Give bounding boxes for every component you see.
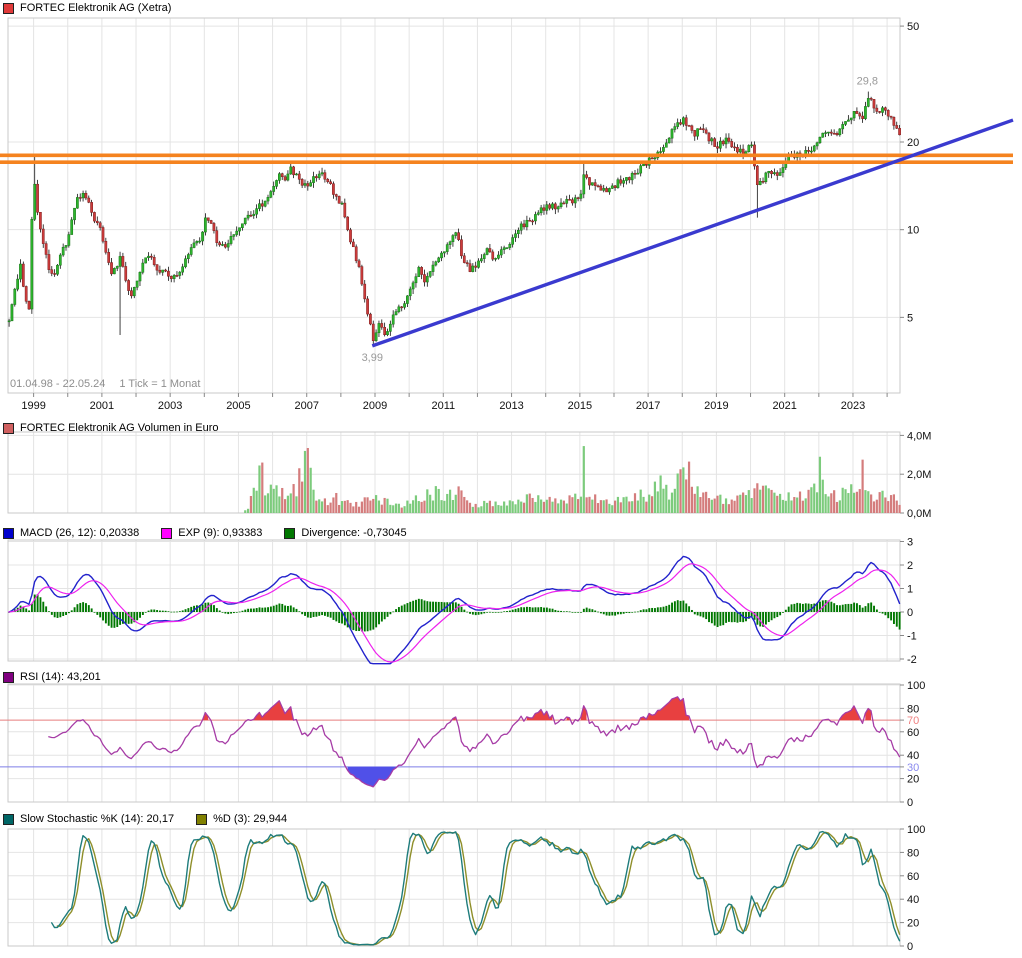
price-panel-legend: FORTEC Elektronik AG (Xetra)	[3, 2, 171, 14]
legend-item-rsi: RSI (14): 43,201	[3, 671, 101, 683]
svg-text:0,0M: 0,0M	[907, 508, 931, 520]
svg-text:20: 20	[907, 774, 919, 786]
svg-text:60: 60	[907, 727, 919, 739]
macd-panel-legend: MACD (26, 12): 0,20338 EXP (9): 0,93383 …	[3, 527, 407, 539]
svg-text:50: 50	[907, 21, 919, 33]
stoch-d-label: %D (3): 29,944	[213, 813, 288, 825]
macd-axis-labels: 3 2 1 0 -1 -2	[900, 537, 917, 666]
svg-text:60: 60	[907, 871, 919, 883]
svg-text:2013: 2013	[499, 400, 523, 412]
svg-text:0: 0	[907, 607, 913, 619]
svg-text:3,99: 3,99	[362, 352, 383, 364]
svg-text:80: 80	[907, 847, 919, 859]
legend-item-price: FORTEC Elektronik AG (Xetra)	[3, 2, 171, 14]
svg-text:2003: 2003	[158, 400, 182, 412]
period-label: 01.04.98 - 22.05.24	[10, 378, 106, 390]
svg-text:1999: 1999	[21, 400, 45, 412]
svg-text:2021: 2021	[772, 400, 796, 412]
legend-item-macd: MACD (26, 12): 0,20338	[3, 527, 139, 539]
macd-histogram	[8, 594, 901, 632]
chart-title: FORTEC Elektronik AG (Xetra)	[20, 2, 172, 14]
series-swatch-icon	[3, 671, 14, 683]
svg-text:2023: 2023	[841, 400, 865, 412]
macd-line	[8, 555, 901, 665]
legend-item-exp: EXP (9): 0,93383	[161, 527, 262, 539]
rsi-panel-legend: RSI (14): 43,201	[3, 671, 101, 683]
svg-text:2017: 2017	[636, 400, 660, 412]
svg-text:100: 100	[907, 824, 925, 836]
resistance-lines	[0, 153, 1013, 164]
svg-text:20: 20	[907, 918, 919, 930]
svg-text:2007: 2007	[294, 400, 318, 412]
volume-bars	[244, 446, 901, 513]
svg-text:2: 2	[907, 560, 913, 572]
legend-item-volume: FORTEC Elektronik AG Volumen in Euro	[3, 422, 219, 434]
rsi-panel-grid	[0, 683, 901, 803]
trendline	[371, 118, 1014, 348]
svg-text:4,0M: 4,0M	[907, 430, 931, 442]
svg-text:70: 70	[907, 715, 919, 727]
volume-panel-legend: FORTEC Elektronik AG Volumen in Euro	[3, 422, 219, 434]
candlestick-series	[7, 91, 901, 346]
svg-text:30: 30	[907, 762, 919, 774]
exp-label: EXP (9): 0,93383	[178, 527, 263, 539]
stochastic-panel-grid	[7, 828, 901, 947]
stochastic-axis-labels: 100 80 60 40 20 0	[900, 824, 925, 953]
rsi-oversold-fill	[347, 766, 396, 787]
legend-item-divergence: Divergence: -0,73045	[284, 527, 407, 539]
divergence-label: Divergence: -0,73045	[301, 527, 407, 539]
svg-text:29,8: 29,8	[857, 76, 878, 88]
svg-text:2019: 2019	[704, 400, 728, 412]
svg-text:2,0M: 2,0M	[907, 469, 931, 481]
svg-text:2011: 2011	[431, 400, 455, 412]
stochastic-d-line	[56, 831, 901, 946]
series-swatch-icon	[3, 527, 14, 539]
series-swatch-icon	[3, 422, 14, 434]
svg-text:2005: 2005	[226, 400, 250, 412]
svg-text:-1: -1	[907, 631, 917, 643]
volume-title: FORTEC Elektronik AG Volumen in Euro	[20, 422, 219, 434]
svg-text:40: 40	[907, 894, 919, 906]
svg-text:-2: -2	[907, 654, 917, 666]
x-axis-year-labels: 1999 2001 2003 2005 2007 2009 2011 2013 2015 2017…	[21, 400, 865, 412]
svg-text:40: 40	[907, 750, 919, 762]
svg-text:80: 80	[907, 703, 919, 715]
series-swatch-icon	[3, 813, 14, 825]
stochastic-panel-legend: Slow Stochastic %K (14): 20,17 %D (3): 2…	[3, 813, 287, 825]
series-swatch-icon	[196, 813, 208, 825]
svg-text:0: 0	[907, 797, 913, 809]
svg-text:1: 1	[907, 584, 913, 596]
stochastic-k-line	[51, 830, 901, 946]
svg-text:5: 5	[907, 312, 913, 324]
series-swatch-icon	[161, 527, 173, 539]
macd-signal-line	[8, 563, 901, 663]
rsi-line	[48, 696, 901, 788]
svg-text:3: 3	[907, 537, 913, 549]
legend-item-stoch-k: Slow Stochastic %K (14): 20,17	[3, 813, 174, 825]
price-annotations: 29,8 3,99	[362, 76, 878, 364]
svg-text:0: 0	[907, 941, 913, 953]
svg-text:2009: 2009	[363, 400, 387, 412]
rsi-label: RSI (14): 43,201	[20, 671, 101, 683]
tick-note-label: 1 Tick = 1 Monat	[119, 378, 201, 390]
legend-item-stoch-d: %D (3): 29,944	[196, 813, 287, 825]
macd-label: MACD (26, 12): 0,20338	[20, 527, 140, 539]
svg-text:2015: 2015	[568, 400, 592, 412]
price-axis-labels: 50 20 10 5	[900, 21, 919, 324]
stoch-k-label: Slow Stochastic %K (14): 20,17	[20, 813, 175, 825]
svg-text:100: 100	[907, 680, 925, 692]
svg-text:2001: 2001	[90, 400, 114, 412]
svg-text:10: 10	[907, 225, 919, 237]
date-range-label: 01.04.98 - 22.05.24 1 Tick = 1 Monat	[10, 378, 200, 390]
series-swatch-icon	[284, 527, 296, 539]
volume-axis-labels: 4,0M 2,0M 0,0M	[900, 430, 931, 520]
series-swatch-icon	[3, 2, 14, 14]
svg-text:20: 20	[907, 137, 919, 149]
